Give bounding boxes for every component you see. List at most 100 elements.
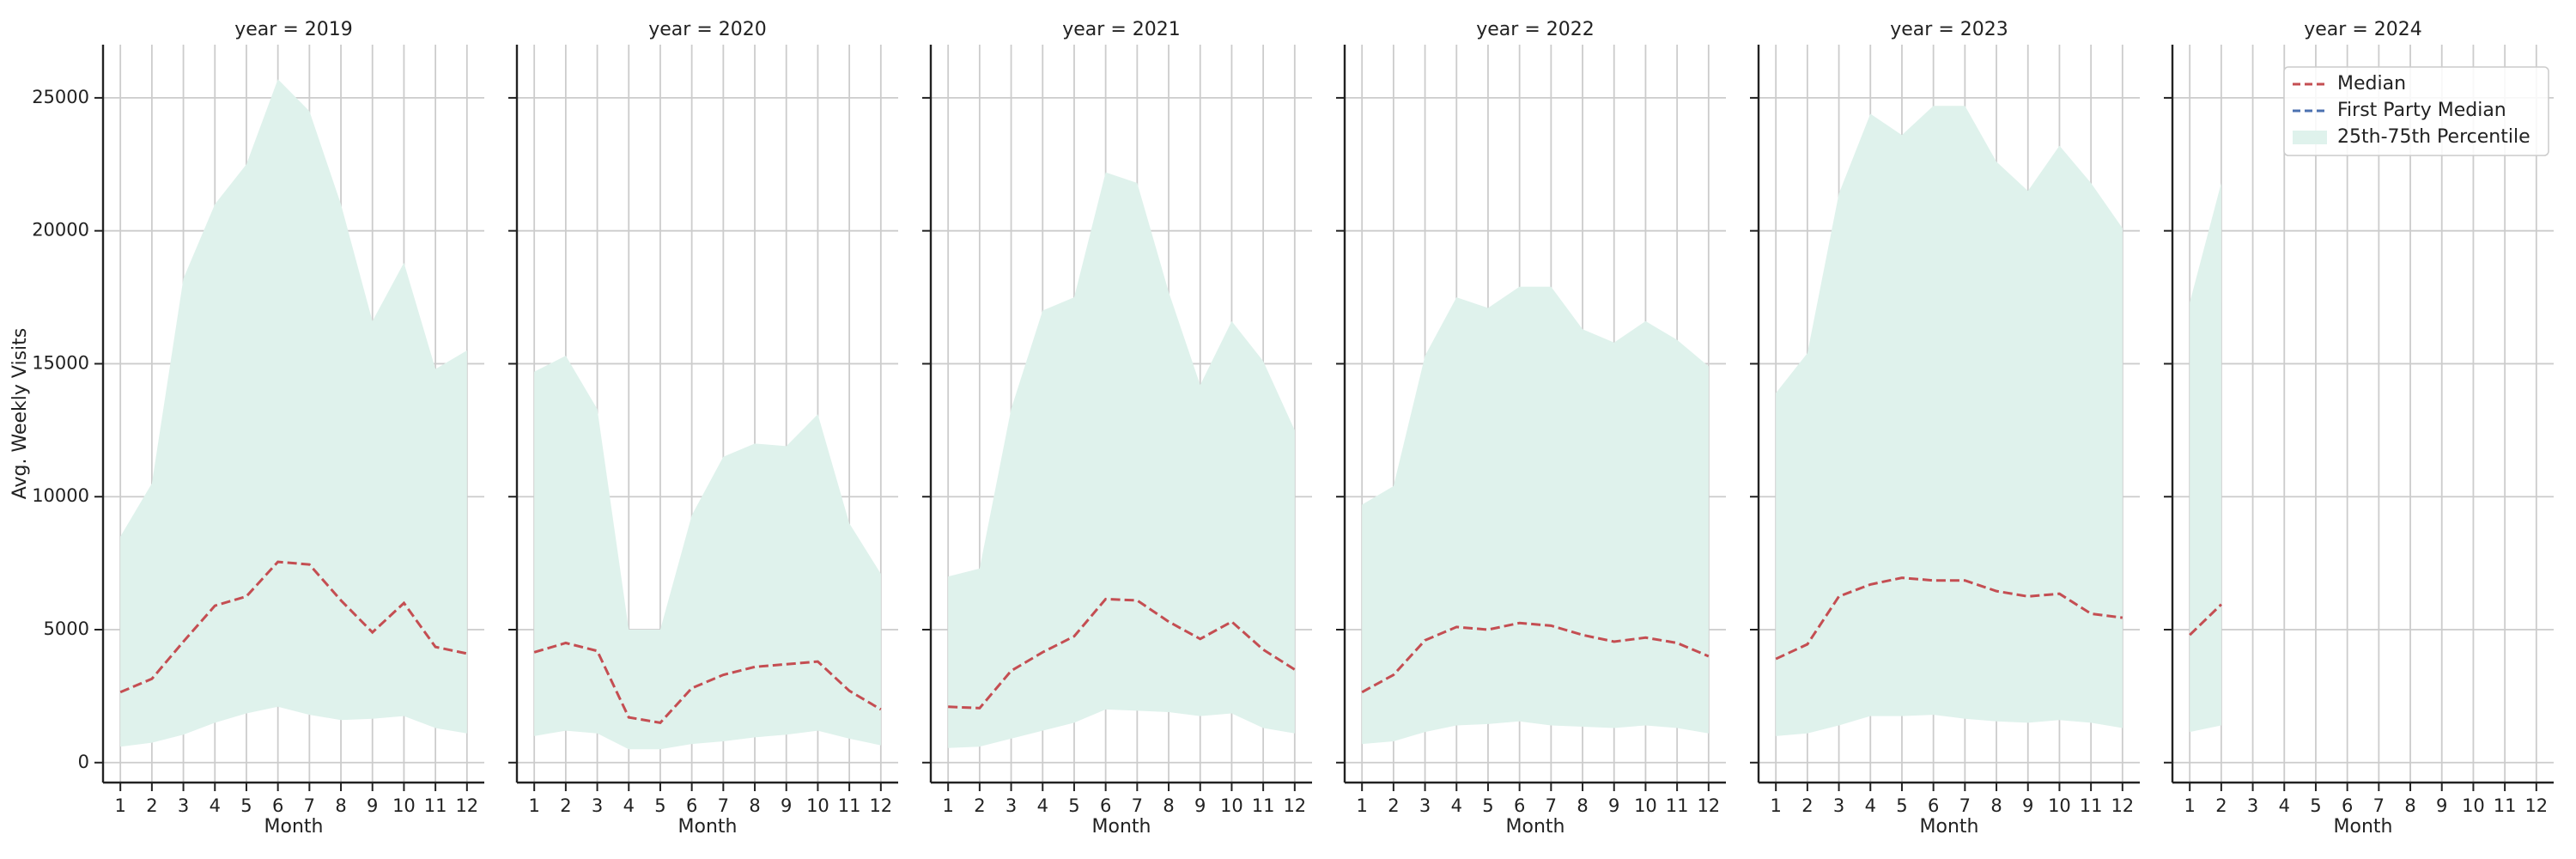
x-tick-label: 3 <box>1833 795 1844 816</box>
facet-title: year = 2019 <box>234 19 353 40</box>
x-tick-label: 2 <box>1388 795 1399 816</box>
x-tick-label: 7 <box>1959 795 1971 816</box>
x-tick-label: 7 <box>1546 795 1557 816</box>
x-tick-label: 7 <box>1132 795 1143 816</box>
x-tick-label: 6 <box>2342 795 2353 816</box>
y-tick-label: 5000 <box>44 618 89 639</box>
x-tick-label: 1 <box>1356 795 1367 816</box>
x-tick-label: 11 <box>1666 795 1689 816</box>
x-tick-label: 12 <box>1283 795 1306 816</box>
x-tick-label: 1 <box>942 795 953 816</box>
x-tick-label: 9 <box>1608 795 1619 816</box>
x-tick-label: 10 <box>1634 795 1657 816</box>
x-tick-label: 7 <box>304 795 315 816</box>
x-tick-label: 8 <box>335 795 346 816</box>
x-tick-label: 10 <box>2048 795 2071 816</box>
x-tick-label: 12 <box>2111 795 2134 816</box>
y-axis-label: Avg. Weekly Visits <box>9 328 31 499</box>
percentile-band <box>948 172 1295 748</box>
x-tick-label: 5 <box>2310 795 2321 816</box>
percentile-band <box>1776 106 2123 736</box>
x-tick-label: 10 <box>806 795 829 816</box>
facet-title: year = 2024 <box>2304 19 2422 40</box>
x-tick-label: 5 <box>1896 795 1907 816</box>
x-tick-label: 4 <box>1037 795 1048 816</box>
percentile-band <box>1362 286 1709 745</box>
median-line <box>948 597 1296 710</box>
x-tick-label: 12 <box>869 795 892 816</box>
x-tick-label: 3 <box>178 795 189 816</box>
x-tick-label: 4 <box>1451 795 1462 816</box>
x-tick-label: 3 <box>592 795 603 816</box>
legend-label: First Party Median <box>2337 100 2506 121</box>
x-tick-label: 6 <box>1100 795 1111 816</box>
x-axis-label: Month <box>1092 816 1151 838</box>
legend-label: 25th-75th Percentile <box>2337 126 2530 148</box>
x-tick-label: 5 <box>654 795 665 816</box>
legend-label: Median <box>2337 73 2406 94</box>
x-axis-label: Month <box>264 816 324 838</box>
x-tick-label: 10 <box>1220 795 1243 816</box>
x-tick-label: 3 <box>2247 795 2258 816</box>
x-tick-label: 10 <box>392 795 416 816</box>
x-tick-label: 12 <box>1697 795 1720 816</box>
x-tick-label: 9 <box>2436 795 2447 816</box>
x-tick-label: 1 <box>114 795 125 816</box>
x-tick-label: 12 <box>455 795 478 816</box>
x-tick-label: 4 <box>1865 795 1876 816</box>
median-line <box>1361 621 1710 694</box>
facet-title: year = 2023 <box>1890 19 2008 40</box>
x-tick-label: 1 <box>528 795 539 816</box>
x-tick-label: 6 <box>272 795 283 816</box>
x-tick-label: 8 <box>1990 795 2002 816</box>
percentile-band <box>534 356 881 750</box>
x-axis-label: Month <box>1920 816 1979 838</box>
x-tick-label: 8 <box>1577 795 1588 816</box>
legend-box <box>2283 66 2549 156</box>
x-tick-label: 6 <box>1928 795 1939 816</box>
y-tick-label: 25000 <box>32 87 89 107</box>
y-tick-label: 10000 <box>32 485 89 506</box>
x-axis-label: Month <box>1506 816 1565 838</box>
x-tick-label: 11 <box>2080 795 2103 816</box>
median-line <box>533 641 882 724</box>
x-tick-label: 5 <box>1068 795 1079 816</box>
x-tick-label: 8 <box>749 795 760 816</box>
x-tick-label: 1 <box>2184 795 2195 816</box>
x-tick-label: 10 <box>2462 795 2485 816</box>
x-tick-label: 9 <box>781 795 792 816</box>
x-tick-label: 2 <box>1801 795 1813 816</box>
x-tick-label: 2 <box>560 795 571 816</box>
facet-title: year = 2020 <box>648 19 767 40</box>
median-line <box>119 560 468 694</box>
x-axis-label: Month <box>678 816 738 838</box>
x-tick-label: 9 <box>1194 795 1206 816</box>
x-tick-label: 4 <box>2279 795 2290 816</box>
facet-title: year = 2021 <box>1062 19 1181 40</box>
percentile-band <box>120 79 467 747</box>
x-tick-label: 7 <box>2373 795 2385 816</box>
percentile-band <box>2190 182 2221 733</box>
x-tick-label: 6 <box>1514 795 1525 816</box>
facet-title: year = 2022 <box>1476 19 1595 40</box>
x-tick-label: 8 <box>1163 795 1174 816</box>
x-tick-label: 4 <box>210 795 221 816</box>
x-tick-label: 9 <box>2022 795 2033 816</box>
x-tick-label: 6 <box>686 795 697 816</box>
x-axis-label: Month <box>2334 816 2393 838</box>
x-tick-label: 3 <box>1419 795 1431 816</box>
x-tick-label: 2 <box>146 795 157 816</box>
x-tick-label: 11 <box>838 795 861 816</box>
x-tick-label: 9 <box>367 795 378 816</box>
x-tick-label: 5 <box>240 795 252 816</box>
x-tick-label: 7 <box>718 795 729 816</box>
x-tick-label: 11 <box>424 795 447 816</box>
x-tick-label: 1 <box>1770 795 1781 816</box>
x-tick-label: 3 <box>1005 795 1017 816</box>
x-tick-label: 4 <box>623 795 635 816</box>
median-line <box>2189 603 2222 637</box>
x-tick-label: 12 <box>2524 795 2548 816</box>
y-tick-label: 15000 <box>32 352 89 373</box>
median-line <box>1775 576 2123 661</box>
